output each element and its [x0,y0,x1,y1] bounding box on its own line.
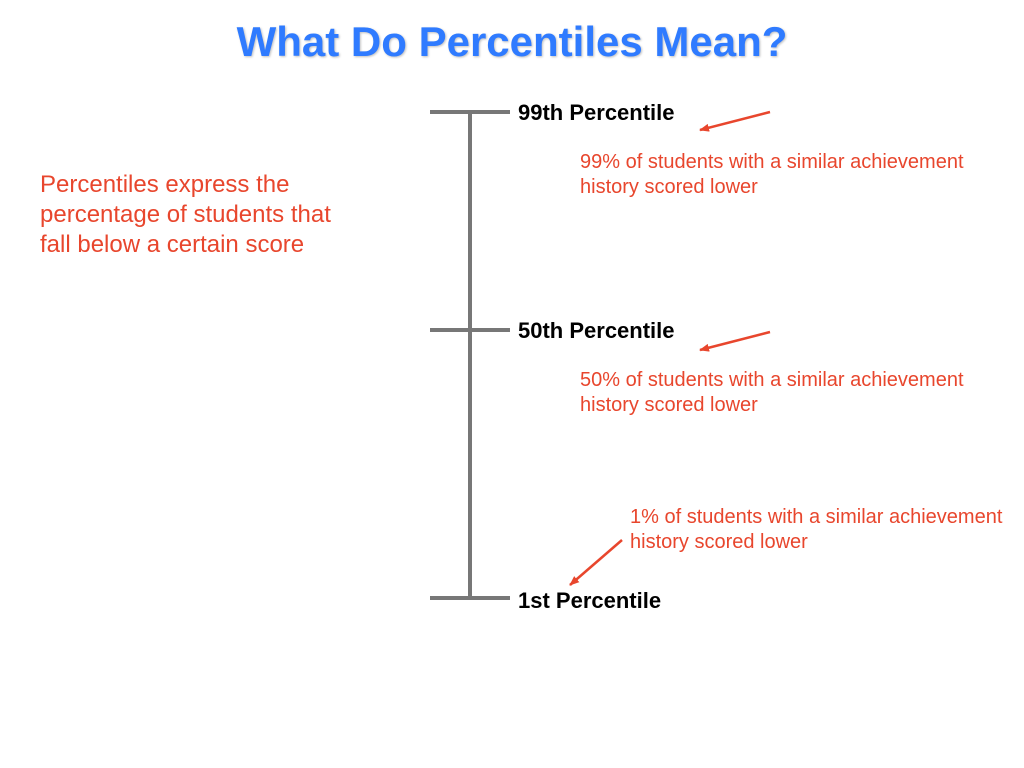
percentile-label: 50th Percentile [518,318,675,344]
percentile-label: 1st Percentile [518,588,661,614]
pointer-arrow [700,332,770,350]
percentile-label: 99th Percentile [518,100,675,126]
percentile-description: 99% of students with a similar achieveme… [580,150,990,200]
pointer-arrow [570,540,622,585]
percentile-description: 50% of students with a similar achieveme… [580,368,990,418]
percentile-description: 1% of students with a similar achievemen… [630,505,1020,555]
pointer-arrow [700,112,770,130]
slide-stage: What Do Percentiles Mean? Percentiles ex… [0,0,1024,768]
